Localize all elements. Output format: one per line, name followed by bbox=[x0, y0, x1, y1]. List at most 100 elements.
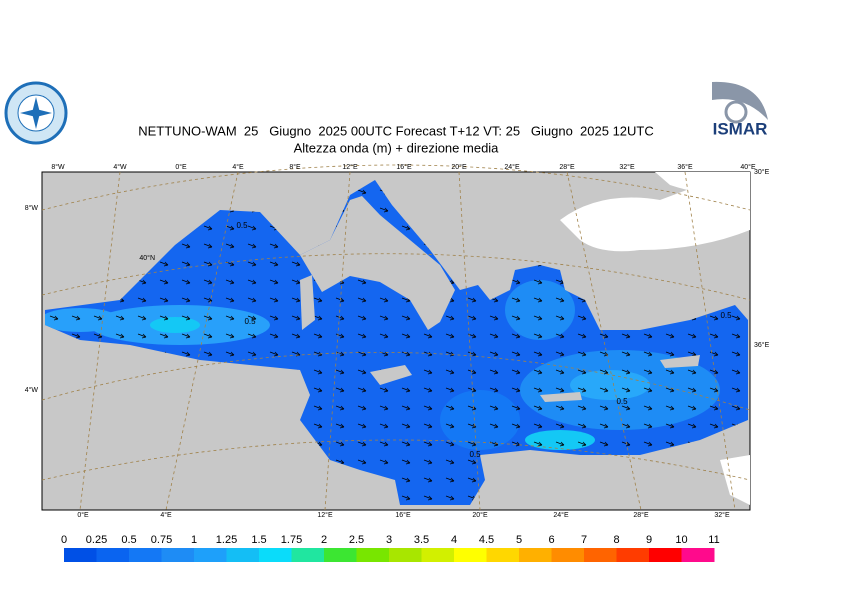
legend-swatch bbox=[649, 548, 682, 562]
direction-arrow bbox=[423, 423, 433, 429]
direction-arrow bbox=[401, 351, 411, 357]
direction-arrow bbox=[401, 387, 411, 393]
direction-arrow bbox=[731, 387, 741, 393]
direction-arrow bbox=[489, 369, 499, 375]
direction-arrow bbox=[137, 297, 147, 303]
legend-label: 4.5 bbox=[479, 534, 494, 546]
direction-arrow bbox=[291, 261, 301, 267]
direction-arrow bbox=[489, 351, 499, 357]
direction-arrow bbox=[313, 423, 323, 429]
legend-label: 4 bbox=[451, 534, 457, 546]
direction-arrow bbox=[423, 477, 433, 483]
direction-arrow bbox=[621, 333, 631, 339]
coord-label: 28°E bbox=[633, 511, 649, 519]
direction-arrow bbox=[71, 315, 81, 321]
direction-arrow bbox=[203, 297, 213, 303]
coord-label: 4°E bbox=[232, 163, 244, 171]
direction-arrow bbox=[291, 279, 301, 285]
direction-arrow bbox=[533, 351, 543, 357]
direction-arrow bbox=[335, 351, 345, 357]
direction-arrow bbox=[379, 207, 389, 213]
direction-arrow bbox=[577, 351, 587, 357]
direction-arrow bbox=[511, 423, 521, 429]
direction-arrow bbox=[357, 387, 367, 393]
direction-arrow bbox=[379, 333, 389, 339]
direction-arrow bbox=[335, 441, 345, 447]
direction-arrow bbox=[643, 405, 653, 411]
coord-label: 4°E bbox=[160, 511, 172, 519]
direction-arrow bbox=[687, 405, 697, 411]
direction-arrow bbox=[159, 261, 169, 267]
legend-label: 2.5 bbox=[349, 534, 364, 546]
direction-arrow bbox=[269, 297, 279, 303]
direction-arrow bbox=[181, 261, 191, 267]
direction-arrow bbox=[247, 279, 257, 285]
direction-arrow bbox=[665, 369, 675, 375]
coord-label: 8°W bbox=[51, 163, 65, 171]
direction-arrow bbox=[181, 315, 191, 321]
legend-label: 0.75 bbox=[151, 534, 172, 546]
direction-arrow bbox=[335, 315, 345, 321]
direction-arrow bbox=[159, 315, 169, 321]
direction-arrow bbox=[247, 243, 257, 249]
direction-arrow bbox=[379, 387, 389, 393]
direction-arrow bbox=[709, 387, 719, 393]
direction-arrow bbox=[335, 333, 345, 339]
contour-label: 0.5 bbox=[720, 311, 732, 320]
contour-label: 0.5 bbox=[244, 317, 256, 326]
direction-arrow bbox=[731, 333, 741, 339]
direction-arrow bbox=[665, 441, 675, 447]
direction-arrow bbox=[511, 387, 521, 393]
coord-label: 12°E bbox=[317, 511, 333, 519]
coord-label: 24°E bbox=[553, 511, 569, 519]
legend-swatch bbox=[519, 548, 552, 562]
direction-arrow bbox=[357, 315, 367, 321]
direction-arrow bbox=[555, 405, 565, 411]
direction-arrow bbox=[269, 261, 279, 267]
direction-arrow bbox=[533, 423, 543, 429]
direction-arrow bbox=[665, 333, 675, 339]
legend-label: 5 bbox=[516, 534, 522, 546]
direction-arrow bbox=[247, 333, 257, 339]
direction-arrow bbox=[423, 369, 433, 375]
direction-arrow bbox=[599, 441, 609, 447]
direction-arrow bbox=[511, 315, 521, 321]
legend-swatch bbox=[486, 548, 520, 562]
direction-arrow bbox=[555, 387, 565, 393]
direction-arrow bbox=[621, 405, 631, 411]
direction-arrow bbox=[181, 351, 191, 357]
coord-label: 30°E bbox=[754, 168, 770, 176]
legend-label: 1 bbox=[191, 534, 197, 546]
direction-arrow bbox=[467, 459, 477, 465]
legend-swatch bbox=[96, 548, 130, 562]
direction-arrow bbox=[577, 369, 587, 375]
legend-swatch bbox=[454, 548, 487, 562]
subtitle: Altezza onda (m) + direzione media bbox=[294, 140, 500, 155]
coord-label: 36°E bbox=[754, 341, 770, 349]
direction-arrow bbox=[555, 441, 565, 447]
direction-arrow bbox=[577, 423, 587, 429]
direction-arrow bbox=[401, 333, 411, 339]
legend-swatch bbox=[421, 548, 455, 562]
direction-arrow bbox=[203, 243, 213, 249]
direction-arrow bbox=[511, 333, 521, 339]
coord-label: 20°E bbox=[472, 511, 488, 519]
direction-arrow bbox=[643, 333, 653, 339]
direction-arrow bbox=[269, 243, 279, 249]
direction-arrow bbox=[577, 441, 587, 447]
coord-label: 8°E bbox=[289, 163, 301, 171]
direction-arrow bbox=[379, 315, 389, 321]
direction-arrow bbox=[181, 333, 191, 339]
direction-arrow bbox=[643, 369, 653, 375]
direction-arrow bbox=[467, 297, 477, 303]
direction-arrow bbox=[269, 333, 279, 339]
direction-arrow bbox=[159, 297, 169, 303]
direction-arrow bbox=[687, 423, 697, 429]
legend-label: 7 bbox=[581, 534, 587, 546]
legend-label: 0.5 bbox=[121, 534, 136, 546]
direction-arrow bbox=[687, 369, 697, 375]
direction-arrow bbox=[181, 279, 191, 285]
direction-arrow bbox=[115, 333, 125, 339]
direction-arrow bbox=[49, 315, 59, 321]
